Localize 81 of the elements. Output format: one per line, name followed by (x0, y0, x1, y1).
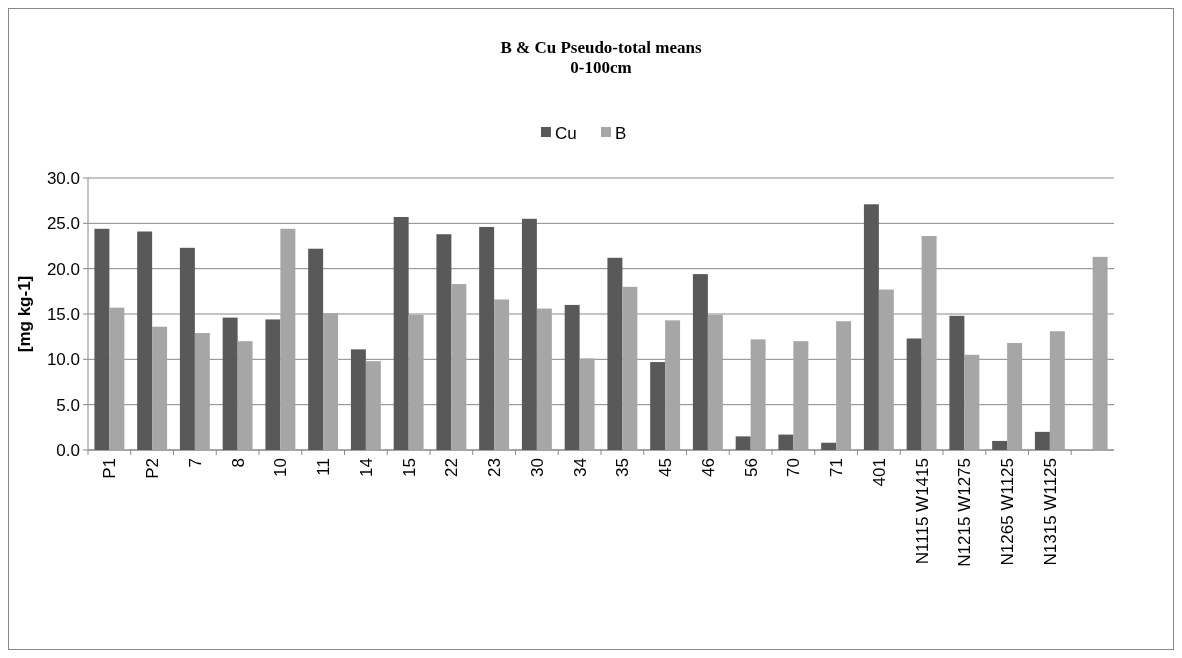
y-tick-label: 10.0 (46, 350, 80, 370)
x-tick-label: 46 (698, 458, 718, 477)
bar (1007, 343, 1023, 450)
bar (365, 361, 381, 450)
bar (436, 234, 452, 450)
bar (152, 326, 168, 450)
bar (179, 247, 195, 450)
x-tick-label: 70 (784, 458, 804, 477)
bar (650, 362, 666, 450)
bar (194, 333, 210, 450)
bar (622, 286, 638, 450)
bar (821, 442, 837, 450)
bar (836, 321, 852, 450)
legend-label: B (615, 123, 627, 143)
bar (607, 257, 623, 450)
bar (94, 228, 110, 450)
bar (109, 307, 125, 450)
bar (1092, 256, 1108, 450)
bar (323, 313, 339, 450)
x-tick-label: 11 (314, 458, 334, 476)
x-tick-label: 14 (356, 458, 376, 477)
x-tick-label: P2 (143, 458, 163, 479)
y-tick-label: 5.0 (56, 395, 80, 415)
bar (350, 349, 366, 450)
x-tick-label: 56 (741, 458, 761, 477)
bar (707, 314, 723, 450)
x-tick-label: 7 (185, 458, 205, 468)
bar (692, 274, 708, 450)
bar (863, 204, 879, 450)
bar (479, 226, 495, 450)
x-tick-label: N1115 W1415 (912, 458, 932, 565)
x-tick-label: P1 (100, 458, 120, 479)
bar (778, 434, 794, 450)
x-tick-label: 71 (827, 458, 847, 477)
bar (1034, 431, 1050, 450)
x-tick-label: 35 (613, 458, 633, 477)
chart-title: B & Cu Pseudo-total means 0-100cm (500, 38, 702, 77)
x-tick-label: 34 (570, 458, 590, 477)
bar (280, 228, 296, 450)
bar (906, 338, 922, 450)
bar (878, 289, 894, 450)
bar (237, 341, 253, 450)
y-tick-label: 0.0 (56, 440, 80, 460)
y-tick-label: 30.0 (46, 168, 80, 188)
x-tick-label: 22 (442, 458, 462, 477)
legend-label: Cu (555, 123, 577, 143)
x-tick-label: 10 (271, 458, 291, 477)
bar (408, 314, 424, 450)
bar (308, 248, 324, 450)
bar (579, 358, 595, 450)
x-tick-label: 8 (228, 458, 248, 468)
y-tick-label: 20.0 (46, 259, 80, 279)
x-tick-label: N1315 W1125 (1040, 458, 1060, 566)
bar (393, 216, 409, 450)
x-tick-label: 23 (485, 458, 505, 477)
bar (521, 218, 537, 450)
y-tick-label: 25.0 (46, 214, 80, 234)
bar (1049, 331, 1065, 450)
bar (265, 319, 281, 450)
bar (793, 341, 809, 450)
bar (949, 315, 965, 450)
x-tick-label: N1215 W1275 (955, 458, 975, 567)
bar (964, 354, 980, 450)
x-tick-label: 15 (399, 458, 419, 477)
bar (735, 436, 751, 450)
bar (137, 231, 153, 450)
x-tick-label: N1265 W1125 (998, 458, 1018, 566)
x-tick-label: 45 (656, 458, 676, 477)
x-tick-label: 30 (527, 458, 547, 477)
y-axis-title: [mg kg-1] (15, 275, 34, 353)
bar (451, 284, 467, 450)
y-tick-label: 15.0 (46, 304, 80, 324)
bar (536, 308, 552, 450)
bar (564, 304, 580, 450)
bar (494, 299, 510, 450)
x-tick-label: 401 (869, 458, 889, 487)
bar (921, 236, 937, 450)
bar (750, 339, 766, 450)
bar (992, 440, 1008, 450)
bar (665, 320, 681, 450)
bar (222, 317, 238, 450)
